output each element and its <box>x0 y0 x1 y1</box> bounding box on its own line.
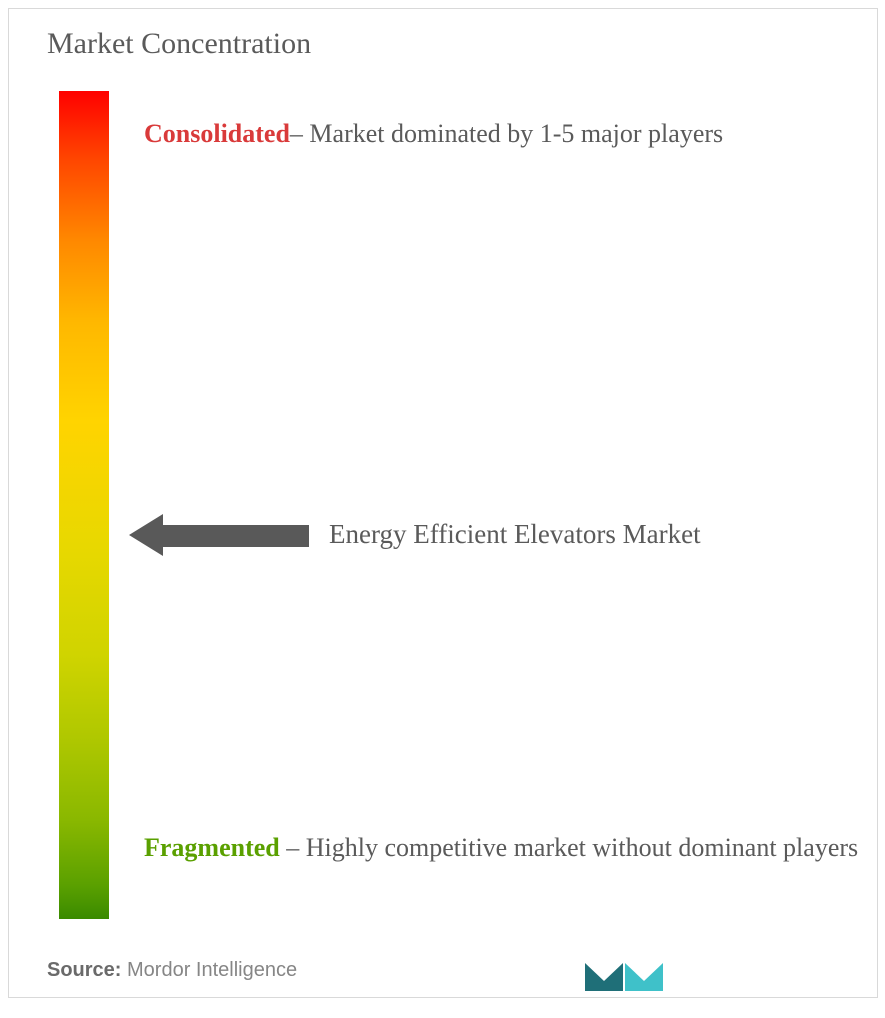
source-prefix: Source: <box>47 959 121 981</box>
fragmented-description: Fragmented – Highly competitive market w… <box>144 819 864 876</box>
mordor-logo-icon <box>585 951 663 991</box>
consolidated-text: – Market dominated by 1-5 major players <box>290 119 723 148</box>
infographic-card: Market Concentration Consolidated– Marke… <box>8 8 878 998</box>
concentration-gradient-bar <box>59 91 109 919</box>
fragmented-text: – Highly competitive market without domi… <box>280 833 858 862</box>
source-name: Mordor Intelligence <box>121 959 297 981</box>
source-attribution: Source: Mordor Intelligence <box>47 959 297 982</box>
marker-label: Energy Efficient Elevators Market <box>329 519 701 550</box>
consolidated-label: Consolidated <box>144 119 290 148</box>
consolidated-description: Consolidated– Market dominated by 1-5 ma… <box>144 105 844 162</box>
market-position-marker: Energy Efficient Elevators Market <box>129 519 701 550</box>
arrow-left-icon <box>129 520 309 550</box>
fragmented-label: Fragmented <box>144 833 280 862</box>
chart-title: Market Concentration <box>47 27 311 61</box>
